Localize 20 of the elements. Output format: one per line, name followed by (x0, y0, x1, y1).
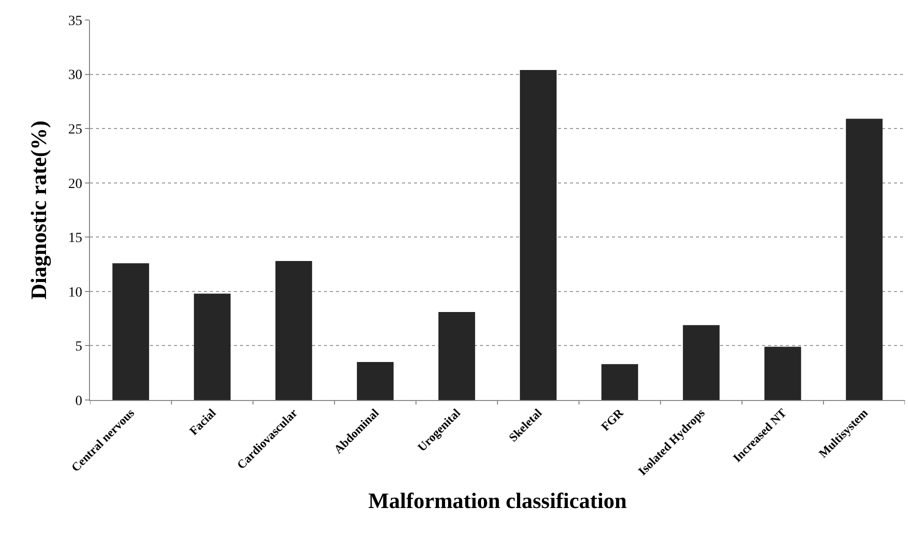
bar (112, 263, 150, 400)
y-tick-label: 5 (75, 340, 82, 355)
bar (846, 118, 883, 400)
bar (520, 70, 557, 400)
bar (438, 312, 476, 400)
bar (194, 294, 231, 400)
y-tick-label: 15 (68, 231, 82, 246)
y-tick-label: 10 (68, 285, 82, 300)
y-tick-label: 35 (68, 14, 82, 29)
y-tick-label: 25 (68, 122, 82, 138)
bar (601, 364, 638, 400)
bar (682, 325, 720, 400)
y-axis-title: Diagnostic rate(%) (26, 120, 51, 300)
y-tick-label: 30 (68, 68, 82, 84)
bar (356, 362, 394, 400)
y-tick-label: 20 (68, 176, 82, 192)
y-tick-label: 0 (75, 394, 82, 409)
bar (275, 261, 312, 400)
x-axis-title: Malformation classification (368, 488, 627, 513)
bar (764, 346, 802, 400)
